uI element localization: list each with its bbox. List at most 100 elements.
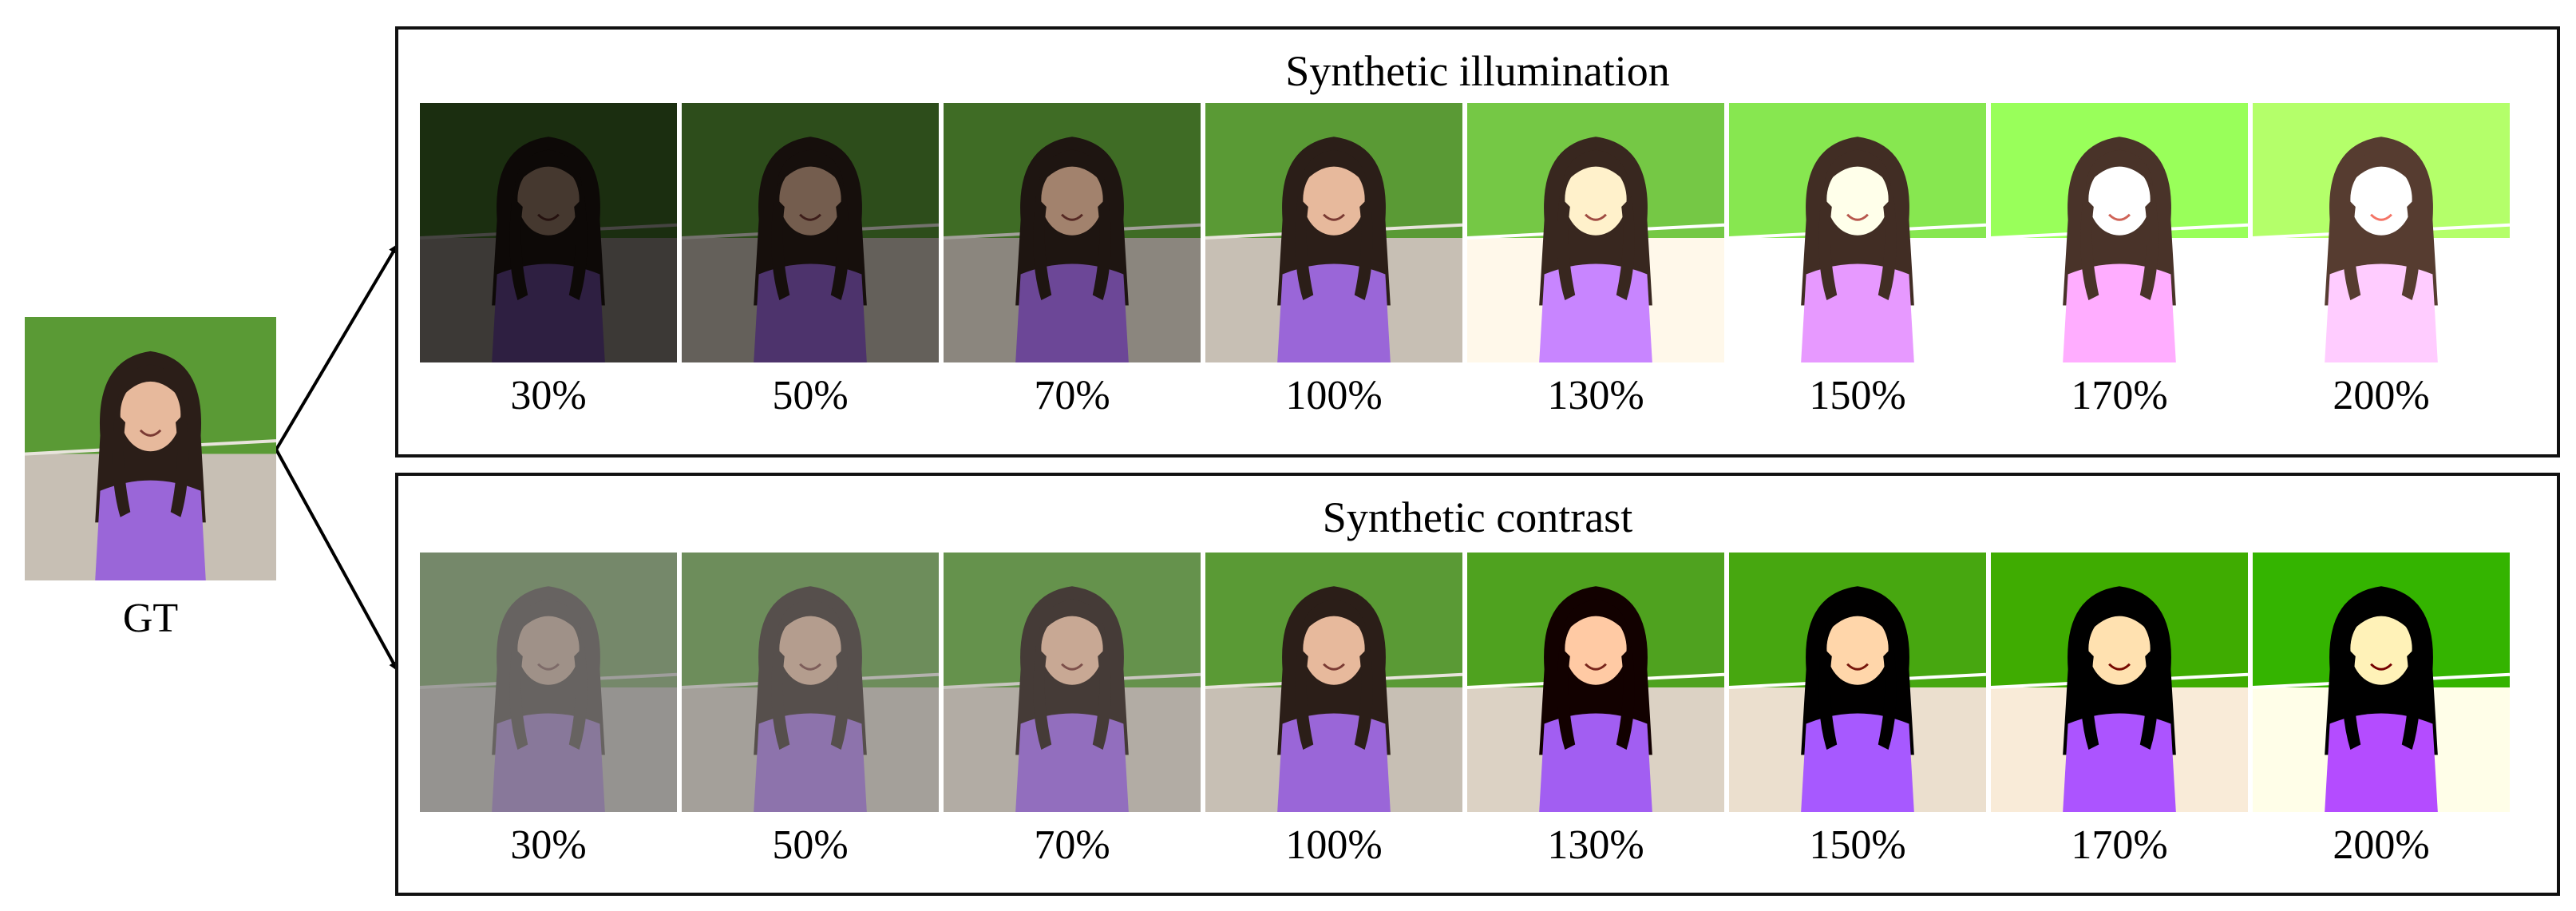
child-bangs <box>2348 149 2415 186</box>
child-smile <box>1585 663 1607 671</box>
child-face <box>2350 612 2412 685</box>
child-bangs <box>777 599 844 636</box>
photo-contrast-100 <box>1205 553 1462 812</box>
child-hair-left <box>509 196 528 300</box>
child-smile <box>799 213 821 221</box>
child-shirt <box>754 713 867 812</box>
child-face <box>120 377 181 452</box>
gt-figure: GT <box>25 317 276 643</box>
photo-illum-170 <box>1991 103 2248 362</box>
variant-50: 50% <box>682 553 939 869</box>
child-hair-right <box>170 411 189 517</box>
child-face <box>2088 162 2151 236</box>
child-smile <box>2370 663 2392 671</box>
child-hair-right <box>1092 646 1111 750</box>
child-hair-right <box>2139 196 2159 300</box>
child-hair-left <box>509 646 528 750</box>
child-face <box>1303 612 1365 685</box>
child-hair-left <box>1295 646 1314 750</box>
child-face <box>517 162 580 236</box>
child-smile <box>1323 663 1345 671</box>
child-hair-left <box>1295 196 1314 300</box>
child-hair-left <box>1557 646 1576 750</box>
variant-label: 70% <box>1034 822 1110 868</box>
variant-100: 100% <box>1205 103 1462 420</box>
child-smile <box>1846 213 1869 221</box>
child-bangs <box>2086 149 2153 186</box>
photo-contrast-130 <box>1467 553 1724 812</box>
photo-illum-70 <box>944 103 1201 362</box>
variant-label: 130% <box>1547 822 1644 868</box>
child-hair-left <box>2080 646 2099 750</box>
child-hair-left <box>112 411 131 517</box>
child-bangs <box>1824 149 1891 186</box>
variant-150: 150% <box>1729 553 1986 869</box>
child-smile <box>1323 213 1345 221</box>
photo-illum-150 <box>1729 103 1986 362</box>
child-shirt <box>1539 263 1652 362</box>
child-smile <box>1061 663 1083 671</box>
child-hair-right <box>1354 196 1373 300</box>
child-face <box>1041 162 1103 236</box>
child-face <box>2088 612 2151 685</box>
child-bangs <box>1562 599 1629 636</box>
child-hair-left <box>1557 196 1576 300</box>
variant-label: 30% <box>510 822 587 868</box>
child-face <box>1826 612 1889 685</box>
variant-130: 130% <box>1467 103 1724 420</box>
child-shirt <box>754 263 867 362</box>
child-shirt <box>2063 713 2176 812</box>
variant-170: 170% <box>1991 553 2248 869</box>
child-hair-right <box>1878 196 1897 300</box>
child-bangs <box>1039 599 1106 636</box>
panel-title: Synthetic contrast <box>1322 493 1633 541</box>
child-face <box>1303 162 1365 236</box>
variant-label: 100% <box>1285 373 1383 418</box>
child-hair-right <box>568 646 588 750</box>
child-bangs <box>1562 149 1629 186</box>
variant-200: 200% <box>2253 553 2510 869</box>
child-smile <box>799 663 821 671</box>
variant-200: 200% <box>2253 103 2510 420</box>
child-shirt <box>492 263 605 362</box>
variant-label: 70% <box>1034 373 1110 418</box>
panel-synthetic-contrast: Synthetic contrast 30% 50% 70% 100% 130%… <box>395 473 2560 896</box>
child-smile <box>2108 663 2131 671</box>
child-shirt <box>95 480 206 580</box>
gt-photo <box>25 317 276 580</box>
child-hair-right <box>1616 196 1635 300</box>
variant-label: 150% <box>1809 373 1906 418</box>
child-bangs <box>1300 149 1367 186</box>
child-shirt <box>2063 263 2176 362</box>
child-bangs <box>1824 599 1891 636</box>
child-face <box>779 162 841 236</box>
child-face <box>1826 162 1889 236</box>
image-strip: 30% 50% 70% 100% 130% 150% 170% 200% <box>420 103 2535 420</box>
variant-label: 170% <box>2071 822 2168 868</box>
child-face <box>1565 162 1627 236</box>
child-smile <box>2108 213 2131 221</box>
variant-label: 130% <box>1547 373 1644 418</box>
variant-label: 170% <box>2071 373 2168 418</box>
variant-label: 30% <box>510 373 587 418</box>
child-shirt <box>1539 713 1652 812</box>
variant-label: 100% <box>1285 822 1383 868</box>
child-bangs <box>2348 599 2415 636</box>
child-smile <box>537 213 560 221</box>
gt-label: GT <box>122 596 179 641</box>
image-strip: 30% 50% 70% 100% 130% 150% 170% 200% <box>420 553 2535 869</box>
child-smile <box>537 663 560 671</box>
child-hair-left <box>1818 196 1838 300</box>
variant-100: 100% <box>1205 553 1462 869</box>
photo-contrast-50 <box>682 553 939 812</box>
child-face <box>779 612 841 685</box>
photo-illum-130 <box>1467 103 1724 362</box>
child-shirt <box>1015 263 1129 362</box>
variant-70: 70% <box>944 553 1201 869</box>
panel-synthetic-illumination: Synthetic illumination 30% 50% 70% 100% … <box>395 26 2560 457</box>
photo-contrast-150 <box>1729 553 1986 812</box>
child-hair-right <box>1092 196 1111 300</box>
child-hair-right <box>2139 646 2159 750</box>
child-hair-right <box>830 196 849 300</box>
